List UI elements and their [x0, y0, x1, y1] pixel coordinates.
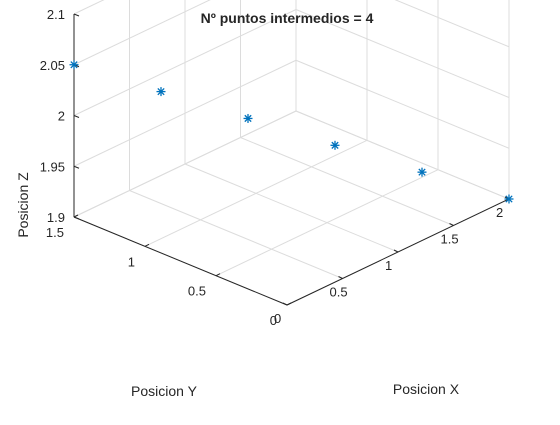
data-point [504, 194, 514, 204]
y-tick-label: 1 [128, 254, 135, 269]
y-axis-label: Posicion Y [131, 383, 198, 399]
z-tick-mark [73, 13, 80, 17]
x-tick-mark [338, 276, 343, 279]
data-point [243, 113, 253, 123]
gridline-side-z [394, 0, 510, 48]
data-point [69, 60, 79, 70]
marker-stroke [70, 61, 78, 69]
point-layer [69, 60, 514, 204]
grid-layer [73, 0, 510, 306]
y-tick-label: 0.5 [188, 284, 206, 299]
gridline-back-z [73, 59, 297, 167]
z-tick-label: 1.9 [47, 210, 65, 225]
gridline-back-z [73, 9, 297, 116]
marker-stroke [244, 114, 252, 123]
gridline-floor-y [215, 169, 439, 277]
x-tick-mark [282, 302, 288, 306]
x-tick-label: 0 [274, 311, 281, 326]
z-tick-mark [73, 165, 80, 169]
z-tick-label: 2 [58, 109, 65, 124]
z-tick-mark [73, 115, 80, 118]
marker-stroke [418, 168, 426, 176]
gridline-side-z [295, 59, 510, 149]
y-tick-mark [286, 302, 292, 306]
gridline-floor-y [144, 139, 368, 247]
x-tick-mark [393, 249, 399, 253]
y-tick-label: 0 [270, 313, 277, 328]
data-point [156, 87, 166, 97]
marker-stroke [331, 141, 339, 149]
y-tick-label: 1.5 [46, 225, 64, 240]
gridline-back-z [73, 110, 297, 218]
z-tick-mark [73, 216, 80, 220]
x-tick-label: 1 [385, 258, 392, 273]
x-axis-label: Posicion X [393, 381, 460, 397]
gridline-floor-x [129, 190, 343, 279]
y-axis-line [73, 216, 288, 306]
y-tick-mark [215, 273, 221, 277]
y-tick-mark [144, 243, 150, 247]
marker-stroke [157, 87, 165, 96]
gridline-floor-x [184, 163, 399, 253]
data-point [417, 167, 427, 177]
x-tick-label: 2 [496, 205, 503, 220]
gridline-back-z [73, 0, 211, 66]
y-tick-mark [73, 214, 79, 218]
z-tick-label: 2.05 [40, 58, 65, 73]
gridline-floor-x [240, 137, 454, 226]
data-point [330, 140, 340, 150]
axis-layer [73, 13, 510, 306]
z-tick-label: 2.1 [47, 7, 65, 22]
marker-stroke [505, 195, 513, 203]
chart-title: Nº puntos intermedios = 4 [201, 10, 374, 26]
z-tick-label: 1.95 [40, 159, 65, 174]
gridline-side-z [295, 9, 510, 98]
x-tick-mark [449, 223, 454, 226]
z-axis-label: Posicion Z [15, 172, 31, 238]
gridline-side-z [295, 110, 510, 200]
x-tick-label: 0.5 [330, 285, 348, 300]
x-tick-label: 1.5 [441, 232, 459, 247]
